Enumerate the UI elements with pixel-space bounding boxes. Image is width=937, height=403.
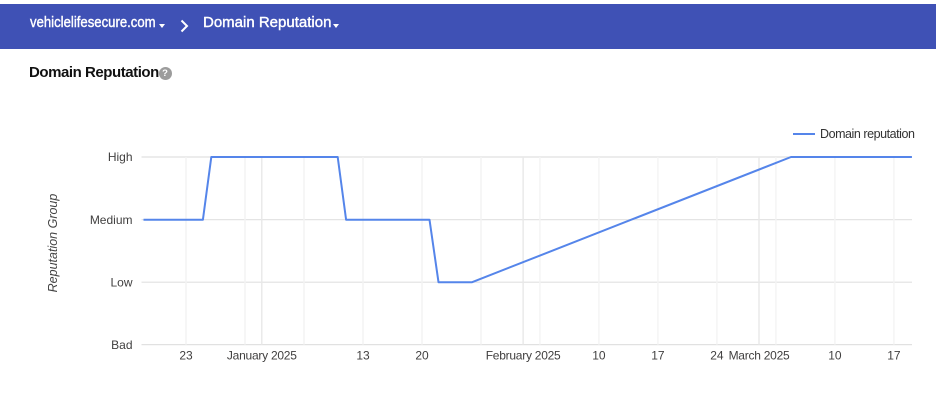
svg-text:High: High	[108, 150, 133, 164]
svg-text:March 2025: March 2025	[729, 349, 790, 363]
svg-text:17: 17	[651, 349, 665, 363]
svg-text:23: 23	[179, 349, 193, 363]
svg-text:17: 17	[887, 349, 901, 363]
svg-text:Low: Low	[110, 275, 132, 289]
svg-text:10: 10	[592, 349, 606, 363]
svg-text:Reputation Group: Reputation Group	[46, 194, 60, 293]
svg-text:Medium: Medium	[90, 213, 133, 227]
svg-text:13: 13	[356, 349, 370, 363]
svg-text:February 2025: February 2025	[486, 349, 561, 363]
svg-text:10: 10	[828, 349, 842, 363]
svg-text:Domain reputation: Domain reputation	[820, 127, 915, 141]
svg-text:20: 20	[415, 349, 429, 363]
svg-text:Bad: Bad	[111, 338, 132, 352]
svg-text:24: 24	[710, 349, 724, 363]
svg-text:January 2025: January 2025	[227, 349, 297, 363]
